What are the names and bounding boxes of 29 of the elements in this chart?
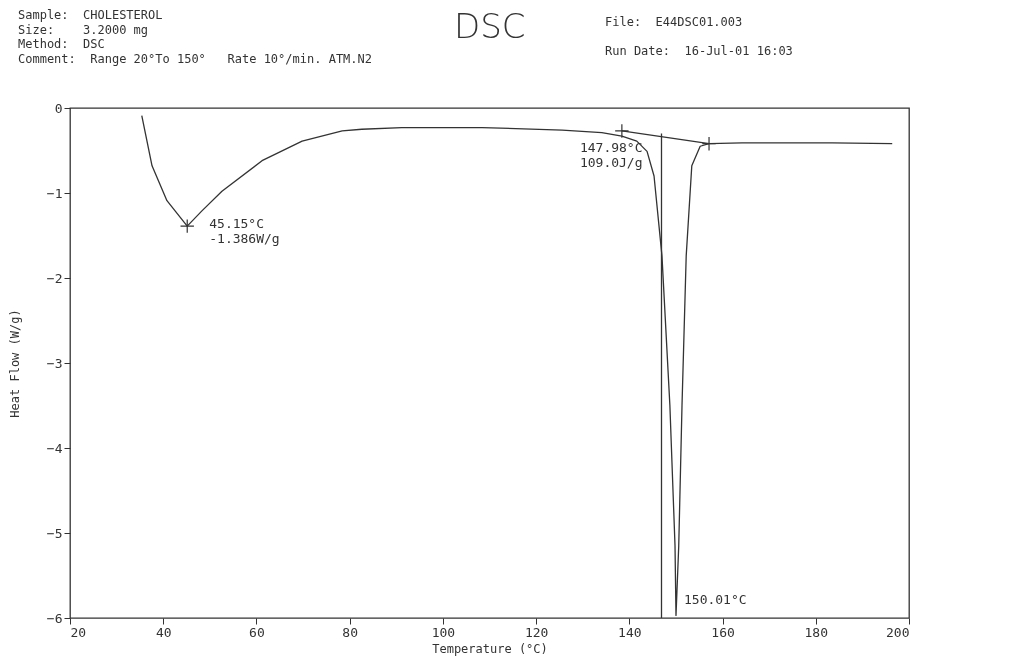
text: Sample: CHOLESTEROL [18, 8, 164, 23]
x-axis-title: Temperature (°C) [432, 641, 548, 656]
x-tick-label: 140 [618, 624, 642, 640]
x-tick-label: 40 [155, 624, 172, 640]
annotation: 45.15°C -1.386W/g [209, 215, 280, 246]
y-axis-title: Heat Flow (W/g) [7, 309, 22, 418]
x-tick-label: 120 [524, 624, 549, 640]
text: Run Date: 16-Jul-01 16:03 [605, 43, 793, 60]
y-tick-label: 0 [54, 100, 63, 116]
y-tick-label: −1 [46, 185, 63, 201]
text: Comment: Range 20°To 150° Rate 10°/min. ATM.N2 [18, 51, 373, 66]
x-tick-label: 180 [804, 624, 829, 640]
x-tick-label: 20 [70, 624, 87, 640]
text: File: E44DSC01.003 [605, 14, 744, 31]
x-tick-label: 100 [431, 624, 456, 640]
annotation: 150.01°C [683, 592, 747, 607]
y-tick-label: −2 [46, 270, 63, 286]
x-tick-label: 160 [711, 624, 735, 640]
x-tick-label: 80 [342, 624, 358, 640]
x-tick-label: 60 [249, 624, 265, 640]
y-tick-label: −6 [46, 610, 63, 626]
y-tick-label: −4 [46, 440, 63, 456]
text: Size: 3.2000 mg [18, 22, 150, 37]
annotation: 147.98°C 109.0J/g [579, 139, 643, 170]
y-tick-label: −3 [46, 355, 63, 371]
x-tick-label: 200 [886, 624, 910, 640]
text: Method: DSC [18, 37, 106, 52]
chart-title: DSC [454, 6, 526, 46]
y-tick-label: −5 [46, 525, 63, 541]
